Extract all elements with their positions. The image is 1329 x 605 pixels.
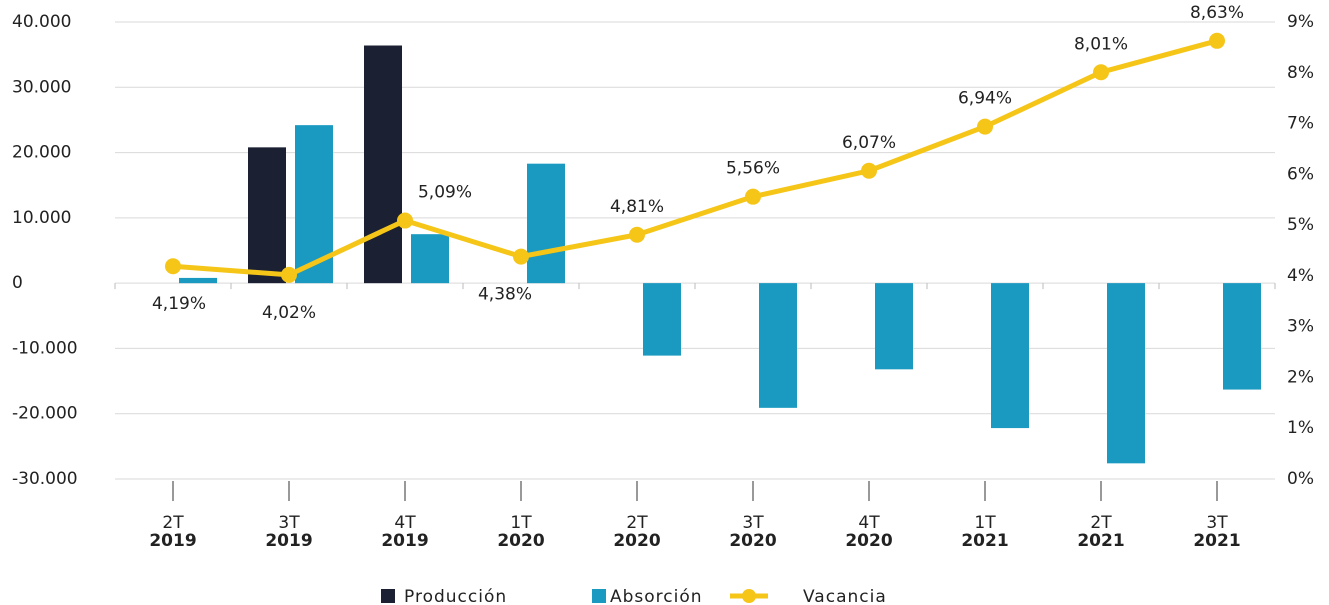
x-tick-label: 2020	[729, 531, 776, 551]
bar	[759, 283, 797, 408]
bar	[179, 277, 217, 284]
legend-label: Absorción	[610, 587, 703, 605]
y-tick-label: 30.000	[12, 77, 71, 97]
legend-swatch	[592, 589, 606, 603]
x-tick-label: 1T	[510, 513, 532, 533]
data-label: 4,02%	[262, 303, 316, 323]
x-tick-label: 1T	[974, 513, 996, 533]
bar	[527, 163, 565, 284]
point	[513, 248, 529, 265]
bar	[1107, 283, 1145, 464]
point	[281, 266, 297, 283]
point	[1093, 64, 1109, 81]
point	[1209, 32, 1225, 49]
y2-tick-label: 6%	[1287, 164, 1314, 184]
bar	[643, 283, 681, 356]
x-tick-label: 2020	[613, 531, 660, 551]
x-tick-label: 2T	[1090, 513, 1112, 533]
y2-tick-label: 1%	[1287, 418, 1314, 438]
data-label: 6,07%	[842, 133, 896, 153]
point	[397, 212, 413, 229]
data-label: 4,81%	[610, 197, 664, 217]
point	[629, 226, 645, 243]
bar	[1223, 283, 1261, 390]
bar	[875, 283, 913, 370]
x-tick-label: 2021	[1077, 531, 1124, 551]
x-tick-label: 2T	[626, 513, 648, 533]
y2-tick-label: 2%	[1287, 367, 1314, 387]
x-tick-label: 4T	[394, 513, 416, 533]
x-tick-label: 2T	[162, 513, 184, 533]
x-tick-label: 2020	[497, 531, 544, 551]
x-tick-label: 3T	[742, 513, 764, 533]
legend-swatch	[381, 589, 395, 603]
point	[165, 258, 181, 275]
x-tick-label: 2019	[265, 531, 312, 551]
bar	[364, 45, 402, 284]
legend-label: Producción	[404, 587, 507, 605]
y-tick-label: 40.000	[12, 12, 71, 32]
data-label: 4,19%	[152, 294, 206, 314]
y2-tick-label: 8%	[1287, 63, 1314, 83]
data-label: 4,38%	[478, 285, 532, 305]
y2-tick-label: 3%	[1287, 317, 1314, 337]
point	[745, 188, 761, 205]
data-label: 5,56%	[726, 159, 780, 179]
bar	[248, 147, 286, 284]
legend-swatch	[742, 589, 756, 603]
x-tick-label: 2020	[845, 531, 892, 551]
data-label: 6,94%	[958, 89, 1012, 109]
y2-tick-label: 9%	[1287, 12, 1314, 32]
y2-tick-label: 7%	[1287, 114, 1314, 134]
line	[172, 38, 1218, 278]
y2-tick-label: 5%	[1287, 215, 1314, 235]
point	[977, 118, 993, 135]
point	[861, 162, 877, 179]
y-tick-label: 20.000	[12, 143, 71, 163]
bar	[991, 283, 1029, 429]
x-tick-label: 2021	[961, 531, 1008, 551]
x-tick-label: 4T	[858, 513, 880, 533]
data-label: 8,63%	[1190, 3, 1244, 23]
x-tick-label: 2019	[381, 531, 428, 551]
y-tick-label: -30.000	[12, 469, 78, 489]
data-label: 8,01%	[1074, 34, 1128, 54]
bar	[411, 234, 449, 284]
x-tick-label: 3T	[1206, 513, 1228, 533]
y-tick-label: 0	[12, 273, 23, 293]
x-tick-label: 2021	[1193, 531, 1240, 551]
legend-label: Vacancia	[803, 587, 887, 605]
y-tick-label: -10.000	[12, 338, 78, 358]
y2-tick-label: 0%	[1287, 469, 1314, 489]
data-label: 5,09%	[418, 183, 472, 203]
x-tick-label: 3T	[278, 513, 300, 533]
x-tick-label: 2019	[149, 531, 196, 551]
y-tick-label: -20.000	[12, 404, 78, 424]
y-tick-label: 10.000	[12, 208, 71, 228]
y2-tick-label: 4%	[1287, 266, 1314, 286]
